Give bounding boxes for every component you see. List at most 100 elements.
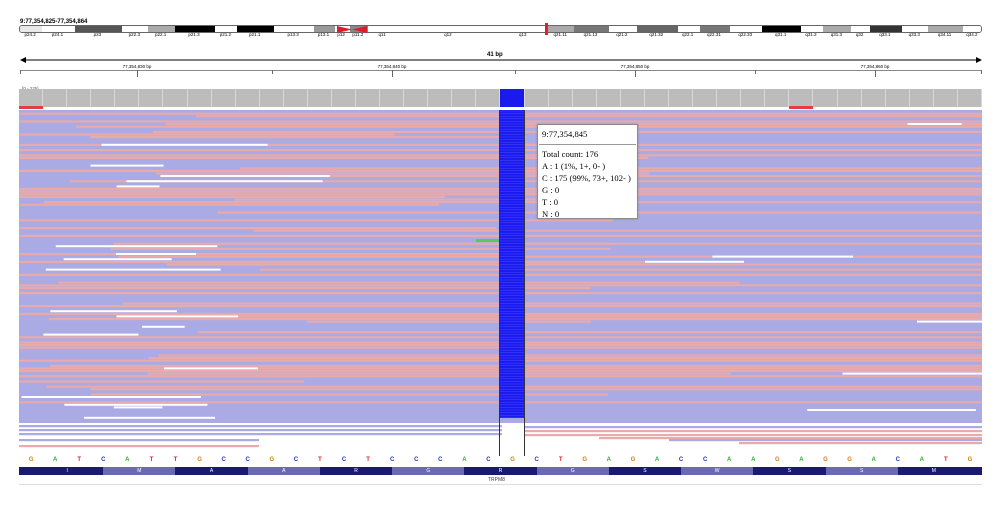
ideogram-band[interactable] <box>928 26 963 32</box>
read[interactable] <box>19 425 502 428</box>
ideogram-band[interactable] <box>851 26 870 32</box>
coverage-bar[interactable] <box>909 89 934 107</box>
read-reverse[interactable] <box>197 331 982 334</box>
ideogram-band[interactable] <box>962 26 981 32</box>
coverage-bar[interactable] <box>476 89 501 107</box>
coverage-bar[interactable] <box>572 89 597 107</box>
ideogram-band[interactable] <box>699 26 731 32</box>
coverage-bar[interactable] <box>380 89 405 107</box>
ideogram-band[interactable] <box>548 26 575 32</box>
alignment-reads-track[interactable] <box>19 110 982 423</box>
coverage-bar[interactable] <box>259 89 284 107</box>
coverage-bar[interactable] <box>428 89 453 107</box>
ideogram-band[interactable] <box>42 26 75 32</box>
coverage-bar[interactable] <box>596 89 621 107</box>
read[interactable] <box>669 439 982 442</box>
read-reverse[interactable] <box>19 133 395 136</box>
snp-column[interactable] <box>500 110 524 418</box>
read-reverse[interactable] <box>19 286 591 289</box>
coverage-bar[interactable] <box>741 89 766 107</box>
read[interactable] <box>19 429 502 432</box>
read[interactable] <box>524 426 982 429</box>
coverage-snp-bar[interactable] <box>500 89 524 107</box>
ideogram-band[interactable] <box>574 26 609 32</box>
ideogram-band[interactable] <box>677 26 700 32</box>
gene-name-label[interactable]: TRPM8 <box>488 477 505 483</box>
coverage-bar[interactable] <box>837 89 862 107</box>
coverage-bar[interactable] <box>957 89 982 107</box>
read-reverse[interactable] <box>90 388 982 391</box>
ideogram-band[interactable] <box>499 26 549 32</box>
ideogram-band[interactable] <box>823 26 852 32</box>
ideogram-band[interactable] <box>237 26 274 32</box>
coverage-bar[interactable] <box>115 89 140 107</box>
read[interactable] <box>19 433 502 436</box>
read-reverse[interactable] <box>58 281 740 284</box>
ideogram-band[interactable] <box>74 26 123 32</box>
coverage-bar[interactable] <box>404 89 429 107</box>
read-reverse[interactable] <box>90 136 526 139</box>
read-reverse[interactable] <box>195 115 982 118</box>
coverage-bar[interactable] <box>765 89 790 107</box>
read-reverse[interactable] <box>19 253 504 256</box>
ideogram-band[interactable] <box>273 26 315 32</box>
coverage-bar[interactable] <box>933 89 958 107</box>
read-reverse[interactable] <box>158 354 982 357</box>
coverage-bar[interactable] <box>644 89 669 107</box>
ideogram-band[interactable] <box>215 26 238 32</box>
coverage-bar[interactable] <box>356 89 381 107</box>
ideogram-band[interactable] <box>608 26 638 32</box>
read-reverse[interactable] <box>19 260 645 263</box>
reads-canvas[interactable] <box>19 110 982 423</box>
ideogram-band[interactable] <box>314 26 335 32</box>
coverage-bar[interactable] <box>813 89 838 107</box>
read-reverse[interactable] <box>155 172 650 175</box>
ideogram-band[interactable] <box>367 26 399 32</box>
coverage-track[interactable] <box>19 89 982 107</box>
read[interactable] <box>19 439 259 442</box>
ideogram-band[interactable] <box>20 26 43 32</box>
coverage-bar[interactable] <box>19 89 44 107</box>
read-reverse[interactable] <box>166 263 982 266</box>
read-reverse[interactable] <box>253 229 982 232</box>
read[interactable] <box>524 430 982 433</box>
ideogram-band[interactable] <box>800 26 824 32</box>
coverage-bar[interactable] <box>669 89 694 107</box>
coverage-bar[interactable] <box>861 89 886 107</box>
read-reverse[interactable] <box>259 268 982 271</box>
read[interactable] <box>599 437 982 440</box>
ideogram-band[interactable] <box>174 26 216 32</box>
coverage-bar[interactable] <box>524 89 549 107</box>
read-reverse[interactable] <box>118 255 982 258</box>
coverage-bar[interactable] <box>187 89 212 107</box>
read-reverse[interactable] <box>91 393 608 396</box>
read-reverse[interactable] <box>307 320 591 323</box>
ideogram-band[interactable] <box>637 26 678 32</box>
read-reverse[interactable] <box>217 315 982 318</box>
coverage-bar[interactable] <box>620 89 645 107</box>
read[interactable] <box>524 434 982 437</box>
read-reverse[interactable] <box>110 247 611 250</box>
read-reverse[interactable] <box>148 357 982 360</box>
read[interactable] <box>19 445 259 448</box>
coverage-bar[interactable] <box>91 89 116 107</box>
coverage-bar[interactable] <box>789 89 814 107</box>
read-reverse[interactable] <box>19 195 445 198</box>
read[interactable] <box>739 442 982 445</box>
read-reverse[interactable] <box>113 242 982 245</box>
read-reverse[interactable] <box>234 198 569 201</box>
coverage-bar[interactable] <box>283 89 308 107</box>
ideogram-band[interactable] <box>869 26 903 32</box>
ideogram-band[interactable] <box>398 26 500 32</box>
coverage-bar[interactable] <box>43 89 68 107</box>
coverage-bar[interactable] <box>548 89 573 107</box>
read-reverse[interactable] <box>122 302 982 305</box>
read-reverse[interactable] <box>19 227 497 230</box>
read-reverse[interactable] <box>147 372 731 375</box>
read-reverse[interactable] <box>69 180 982 183</box>
coverage-bar[interactable] <box>452 89 477 107</box>
coverage-bar[interactable] <box>211 89 236 107</box>
ideogram-band[interactable] <box>762 26 801 32</box>
